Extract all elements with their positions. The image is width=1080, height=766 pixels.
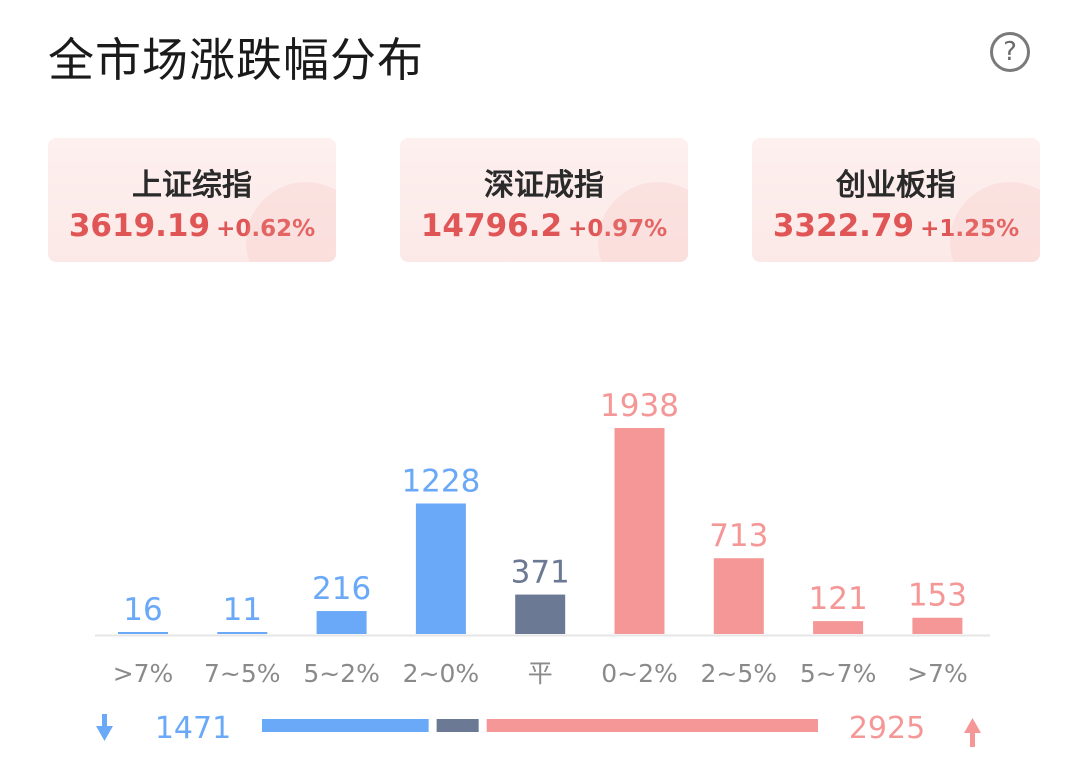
index-change: +1.25% (920, 216, 1020, 242)
index-name: 深证成指 (484, 168, 604, 203)
index-change: +0.62% (216, 216, 316, 242)
flat-proportion-bar (436, 719, 479, 732)
bar (614, 428, 665, 634)
data-label: 11 (223, 592, 262, 628)
category-label: 0~2% (601, 659, 678, 688)
data-label: 1938 (600, 388, 679, 424)
help-icon[interactable]: ? (990, 32, 1030, 72)
category-label: >7% (907, 659, 968, 688)
page-title: 全市场涨跌幅分布 (48, 33, 424, 87)
category-label: 5~7% (800, 659, 877, 688)
index-value: 3619.19 (68, 208, 211, 244)
data-label: 216 (312, 571, 371, 607)
index-card-shanghai[interactable]: 上证综指 3619.19 +0.62% (48, 138, 336, 262)
category-label: 5~2% (303, 659, 380, 688)
category-label: 2~0% (403, 659, 480, 688)
category-label: 7~5% (204, 659, 281, 688)
data-label: 1228 (401, 463, 480, 499)
bar (515, 594, 566, 634)
index-card-shenzhen[interactable]: 深证成指 14796.2 +0.97% (400, 138, 688, 262)
index-card-chinext[interactable]: 创业板指 3322.79 +1.25% (752, 138, 1040, 262)
index-name: 创业板指 (836, 168, 956, 203)
bar (118, 632, 168, 634)
index-value: 3322.79 (772, 208, 915, 244)
data-label: 16 (123, 592, 162, 628)
bar (316, 611, 367, 634)
index-name: 上证综指 (132, 168, 252, 203)
index-cards: 上证综指 3619.19 +0.62% 深证成指 14796.2 +0.97% 创业… (48, 138, 1040, 262)
arrow-up-icon (964, 718, 981, 733)
category-label: 平 (528, 659, 553, 688)
arrow-down-icon (102, 714, 107, 730)
distribution-chart: 16 >7% 11 7~5% 216 5~2% 1228 2~0% 371 平 1938 0~2% 71… (95, 388, 990, 747)
down-proportion-bar (262, 719, 429, 732)
bar (713, 558, 764, 634)
category-label: >7% (113, 659, 174, 688)
data-label: 121 (809, 581, 868, 617)
arrow-up-icon (970, 731, 975, 747)
down-total: 1471 (155, 711, 231, 746)
arrow-down-icon (96, 726, 113, 741)
data-label: 153 (908, 578, 967, 614)
category-label: 2~5% (701, 659, 778, 688)
bar (415, 503, 466, 634)
bar (912, 617, 963, 634)
index-change: +0.97% (568, 216, 668, 242)
bar (217, 632, 268, 634)
index-value: 14796.2 (420, 208, 563, 244)
data-label: 371 (511, 555, 570, 591)
data-label: 713 (709, 518, 768, 554)
up-proportion-bar (486, 719, 818, 732)
up-total: 2925 (849, 711, 925, 746)
bar (813, 621, 864, 634)
